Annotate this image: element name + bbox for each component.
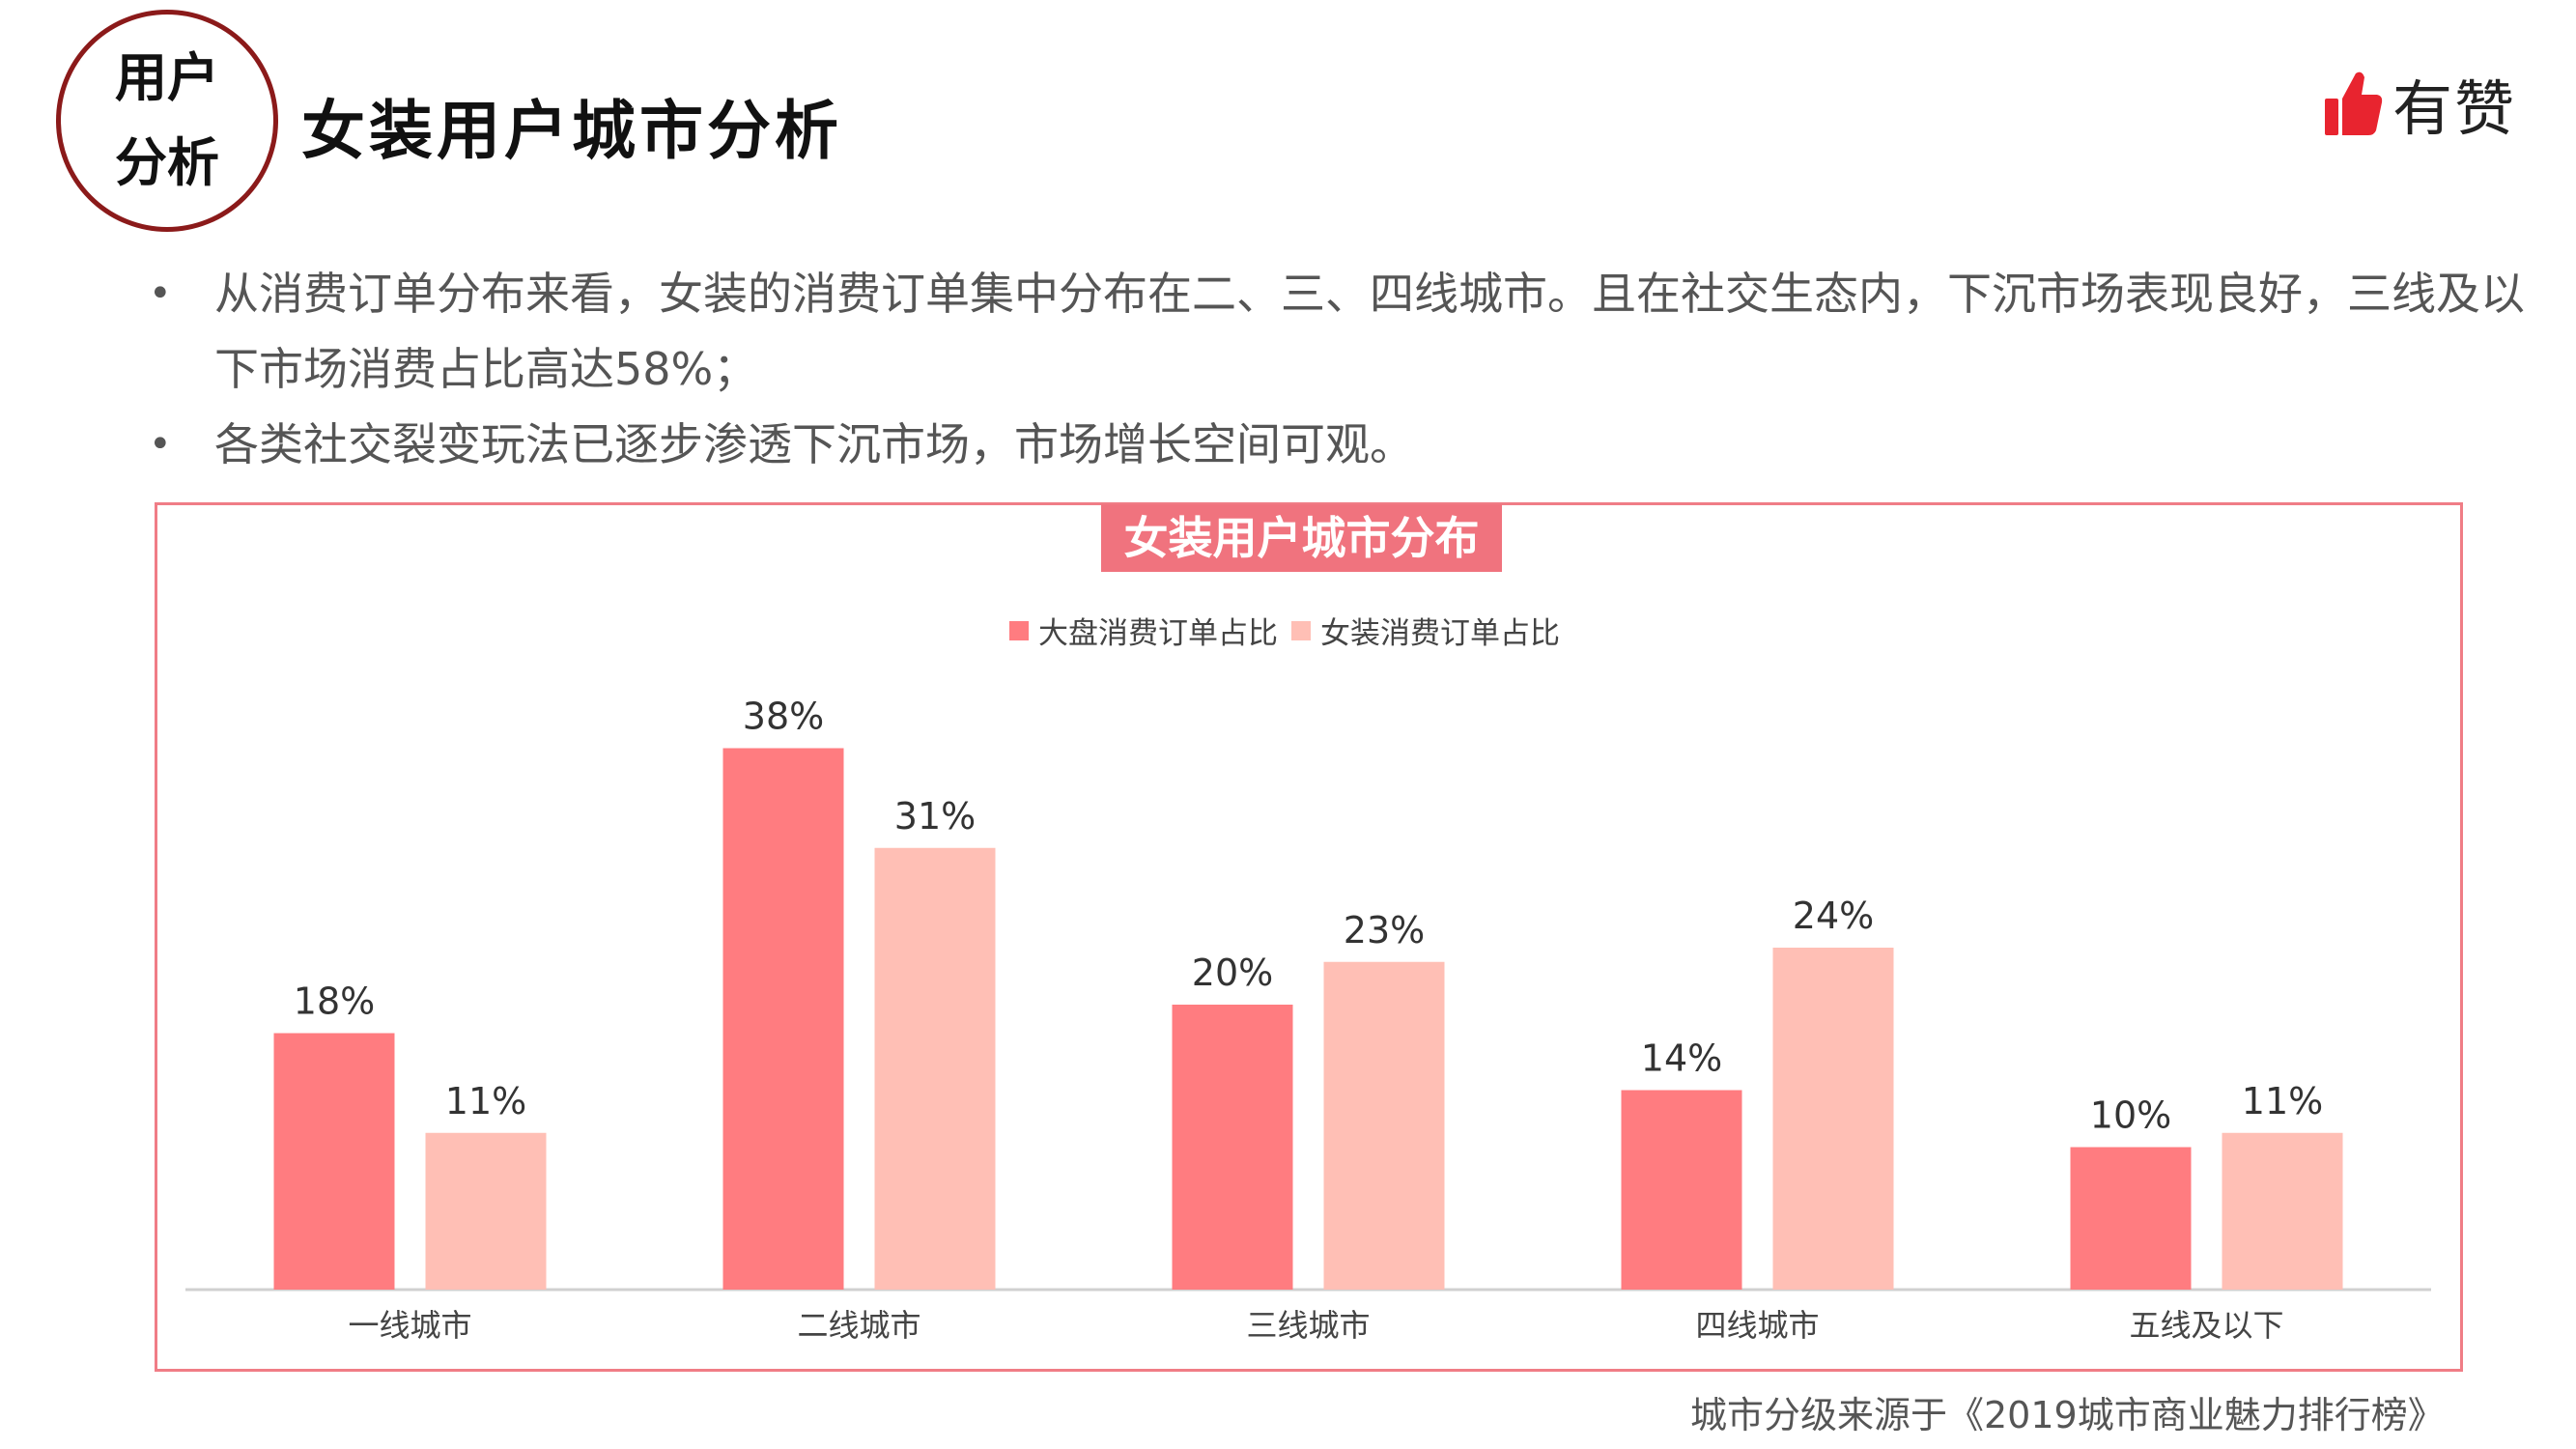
- bar-market-0: [274, 1034, 395, 1291]
- data-label-womenswear-4: 11%: [2242, 1080, 2323, 1122]
- bar-womenswear-2: [1324, 962, 1445, 1290]
- bar-market-1: [723, 749, 844, 1291]
- x-tick-label-1: 二线城市: [797, 1307, 920, 1344]
- x-tick-label-3: 四线城市: [1695, 1307, 1819, 1344]
- data-label-market-4: 10%: [2090, 1094, 2171, 1137]
- x-tick-label-4: 五线及以下: [2129, 1307, 2283, 1344]
- data-label-market-3: 14%: [1641, 1037, 1722, 1080]
- data-label-womenswear-3: 24%: [1793, 895, 1874, 937]
- data-label-womenswear-0: 11%: [445, 1080, 526, 1122]
- data-label-womenswear-2: 23%: [1344, 909, 1425, 952]
- bar-womenswear-3: [1773, 948, 1894, 1290]
- data-label-market-0: 18%: [294, 980, 375, 1023]
- bar-market-4: [2071, 1148, 2192, 1291]
- data-label-market-1: 38%: [743, 696, 824, 738]
- data-label-market-2: 20%: [1192, 952, 1273, 994]
- source-note: 城市分级来源于《2019城市商业魅力排行榜》: [1690, 1385, 2445, 1438]
- bar-womenswear-1: [875, 848, 996, 1290]
- bar-market-3: [1622, 1091, 1742, 1291]
- bar-womenswear-0: [426, 1133, 547, 1290]
- bar-womenswear-4: [2222, 1133, 2343, 1290]
- x-tick-label-0: 一线城市: [348, 1307, 471, 1344]
- x-tick-label-2: 三线城市: [1246, 1307, 1370, 1344]
- data-label-womenswear-1: 31%: [894, 795, 976, 838]
- bar-market-2: [1173, 1005, 1293, 1290]
